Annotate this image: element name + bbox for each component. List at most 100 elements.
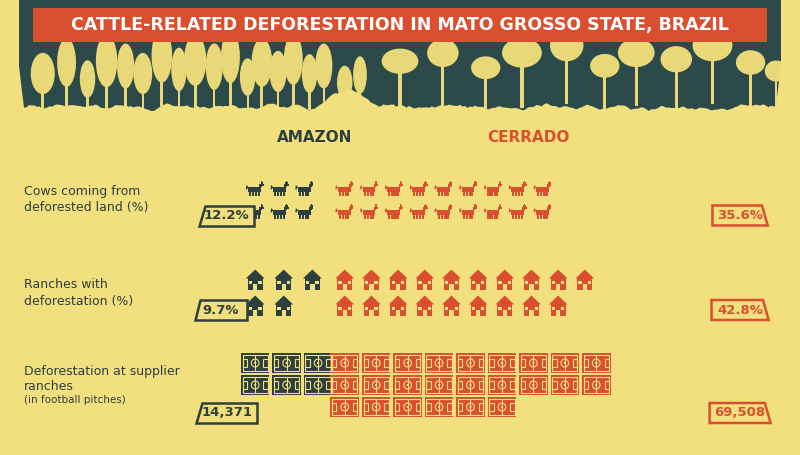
Bar xyxy=(562,307,565,310)
Polygon shape xyxy=(496,192,498,196)
Polygon shape xyxy=(441,192,443,196)
Bar xyxy=(710,59,714,104)
Bar xyxy=(552,380,557,389)
Polygon shape xyxy=(261,181,262,182)
Bar xyxy=(488,397,516,417)
Ellipse shape xyxy=(151,29,172,83)
Circle shape xyxy=(438,384,440,386)
Polygon shape xyxy=(475,207,477,209)
Polygon shape xyxy=(474,182,477,186)
Bar xyxy=(428,307,431,310)
Polygon shape xyxy=(540,192,542,196)
Ellipse shape xyxy=(302,54,318,93)
Polygon shape xyxy=(469,296,487,304)
Polygon shape xyxy=(448,184,450,187)
Polygon shape xyxy=(342,215,344,219)
Polygon shape xyxy=(473,184,475,187)
Polygon shape xyxy=(462,187,474,192)
Polygon shape xyxy=(442,296,461,304)
Polygon shape xyxy=(549,181,550,182)
Polygon shape xyxy=(351,184,354,186)
Bar xyxy=(395,380,399,389)
Bar xyxy=(490,355,514,371)
Polygon shape xyxy=(459,208,462,212)
Polygon shape xyxy=(522,296,541,304)
Polygon shape xyxy=(448,207,450,210)
Bar xyxy=(550,375,579,395)
Polygon shape xyxy=(515,192,518,196)
Bar xyxy=(249,307,252,310)
Polygon shape xyxy=(415,296,434,304)
Bar xyxy=(525,307,528,310)
Polygon shape xyxy=(339,192,341,196)
Bar xyxy=(534,307,538,310)
Bar xyxy=(510,403,514,411)
Polygon shape xyxy=(413,192,415,196)
Bar xyxy=(247,278,262,290)
Bar xyxy=(426,355,452,371)
Ellipse shape xyxy=(171,48,186,91)
Polygon shape xyxy=(475,184,477,186)
Bar xyxy=(353,359,358,367)
Polygon shape xyxy=(335,296,354,304)
Polygon shape xyxy=(372,215,374,219)
Polygon shape xyxy=(274,215,276,219)
Bar xyxy=(385,380,389,389)
Bar xyxy=(332,359,337,367)
Polygon shape xyxy=(347,192,350,196)
Bar xyxy=(305,278,320,290)
Circle shape xyxy=(595,384,598,386)
Bar xyxy=(573,359,578,367)
Bar xyxy=(476,284,480,290)
Polygon shape xyxy=(284,184,287,187)
Circle shape xyxy=(501,362,503,364)
Bar xyxy=(556,310,560,316)
Bar xyxy=(458,359,462,367)
Polygon shape xyxy=(548,182,551,186)
Polygon shape xyxy=(250,215,251,219)
Bar xyxy=(274,377,299,393)
Bar xyxy=(161,77,163,106)
Circle shape xyxy=(375,362,378,364)
Bar xyxy=(395,399,420,415)
Polygon shape xyxy=(298,210,310,215)
Polygon shape xyxy=(486,210,499,215)
Bar xyxy=(542,380,546,389)
Polygon shape xyxy=(252,192,254,196)
Bar xyxy=(456,353,485,373)
Bar xyxy=(447,380,452,389)
Polygon shape xyxy=(286,204,287,205)
Bar xyxy=(362,397,390,417)
Ellipse shape xyxy=(661,46,692,72)
Polygon shape xyxy=(284,207,287,210)
Polygon shape xyxy=(273,187,286,192)
Polygon shape xyxy=(258,215,260,219)
Polygon shape xyxy=(549,296,567,304)
Bar xyxy=(470,304,486,316)
Bar xyxy=(481,281,485,284)
Text: 12.2%: 12.2% xyxy=(204,209,250,222)
Polygon shape xyxy=(549,269,567,278)
Polygon shape xyxy=(459,185,462,189)
Circle shape xyxy=(375,406,378,408)
Polygon shape xyxy=(474,205,477,209)
Bar xyxy=(552,359,557,367)
Polygon shape xyxy=(548,205,551,209)
Text: CERRADO: CERRADO xyxy=(487,131,570,146)
Bar xyxy=(416,403,420,411)
Bar xyxy=(584,377,609,393)
Polygon shape xyxy=(374,207,376,210)
Polygon shape xyxy=(446,192,449,196)
Polygon shape xyxy=(366,215,369,219)
Ellipse shape xyxy=(117,44,134,89)
Text: Deforestation at supplier: Deforestation at supplier xyxy=(24,364,179,378)
Bar xyxy=(524,304,539,316)
Bar xyxy=(304,375,332,395)
Circle shape xyxy=(564,384,566,386)
Polygon shape xyxy=(246,269,265,278)
Bar xyxy=(588,281,591,284)
Bar xyxy=(458,355,483,371)
Bar xyxy=(584,359,588,367)
Polygon shape xyxy=(350,205,353,209)
Bar xyxy=(521,355,546,371)
